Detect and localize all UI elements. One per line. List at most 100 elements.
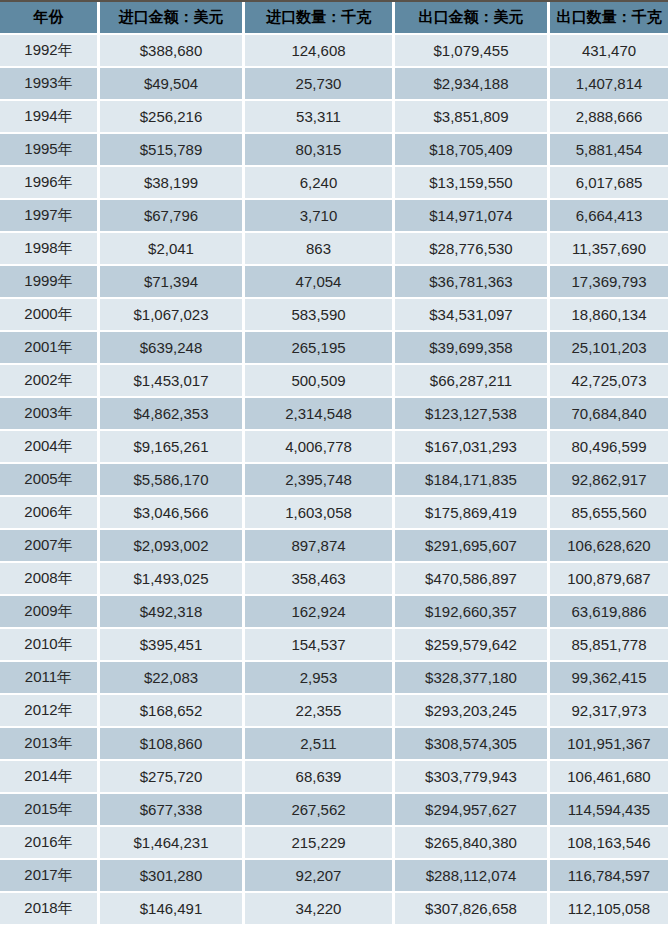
year-cell: 2015年 [0,794,100,827]
table-cell: $36,781,363 [395,266,550,299]
table-cell: $49,504 [100,68,245,101]
table-cell: $395,451 [100,629,245,662]
year-cell: 2012年 [0,695,100,728]
table-row: 1993年$49,50425,730$2,934,1881,407,814 [0,68,668,101]
year-cell: 2000年 [0,299,100,332]
table-cell: $192,660,357 [395,596,550,629]
table-cell: 863 [245,233,395,266]
trade-data-table: 年份进口金额：美元进口数量：千克出口金额：美元出口数量：千克 1992年$388… [0,2,668,925]
table-cell: 108,163,546 [550,827,668,860]
table-cell: 68,639 [245,761,395,794]
table-cell: 6,664,413 [550,200,668,233]
year-cell: 2004年 [0,431,100,464]
table-row: 2011年$22,0832,953$328,377,18099,362,415 [0,662,668,695]
table-cell: $66,287,211 [395,365,550,398]
year-cell: 1997年 [0,200,100,233]
table-cell: 583,590 [245,299,395,332]
table-cell: 6,240 [245,167,395,200]
table-cell: 34,220 [245,893,395,925]
table-row: 1998年$2,041863$28,776,53011,357,690 [0,233,668,266]
table-cell: $308,574,305 [395,728,550,761]
year-cell: 2013年 [0,728,100,761]
table-cell: $1,493,025 [100,563,245,596]
table-cell: $39,699,358 [395,332,550,365]
column-header-2: 进口数量：千克 [245,2,395,35]
table-cell: $5,586,170 [100,464,245,497]
table-cell: $470,586,897 [395,563,550,596]
table-row: 2017年$301,28092,207$288,112,074116,784,5… [0,860,668,893]
table-cell: $291,695,607 [395,530,550,563]
table-row: 2008年$1,493,025358,463$470,586,897100,87… [0,563,668,596]
table-row: 2014年$275,72068,639$303,779,943106,461,6… [0,761,668,794]
table-cell: $307,826,658 [395,893,550,925]
year-cell: 1996年 [0,167,100,200]
table-cell: 106,461,680 [550,761,668,794]
table-row: 2012年$168,65222,355$293,203,24592,317,97… [0,695,668,728]
table-cell: $2,041 [100,233,245,266]
table-cell: $265,840,380 [395,827,550,860]
table-cell: $1,464,231 [100,827,245,860]
table-cell: $14,971,074 [395,200,550,233]
table-cell: 100,879,687 [550,563,668,596]
table-cell: 2,953 [245,662,395,695]
table-row: 1995年$515,78980,315$18,705,4095,881,454 [0,134,668,167]
year-cell: 1999年 [0,266,100,299]
table-cell: $71,394 [100,266,245,299]
table-cell: 114,594,435 [550,794,668,827]
table-cell: 897,874 [245,530,395,563]
table-row: 2015年$677,338267,562$294,957,627114,594,… [0,794,668,827]
table-row: 1997年$67,7963,710$14,971,0746,664,413 [0,200,668,233]
year-cell: 2018年 [0,893,100,925]
table-cell: 22,355 [245,695,395,728]
table-cell: 53,311 [245,101,395,134]
table-cell: 215,229 [245,827,395,860]
table-cell: 85,851,778 [550,629,668,662]
table-cell: 11,357,690 [550,233,668,266]
column-header-4: 出口数量：千克 [550,2,668,35]
table-row: 2007年$2,093,002897,874$291,695,607106,62… [0,530,668,563]
table-cell: 92,207 [245,860,395,893]
table-cell: $388,680 [100,35,245,68]
table-cell: 17,369,793 [550,266,668,299]
table-cell: $1,453,017 [100,365,245,398]
table-cell: 112,105,058 [550,893,668,925]
year-cell: 2008年 [0,563,100,596]
year-cell: 2014年 [0,761,100,794]
table-row: 2018年$146,49134,220$307,826,658112,105,0… [0,893,668,925]
table-cell: $9,165,261 [100,431,245,464]
table-cell: 2,888,666 [550,101,668,134]
table-cell: 2,511 [245,728,395,761]
year-cell: 1994年 [0,101,100,134]
table-row: 2002年$1,453,017500,509$66,287,21142,725,… [0,365,668,398]
table-row: 2010年$395,451154,537$259,579,64285,851,7… [0,629,668,662]
table-row: 2013年$108,8602,511$308,574,305101,951,36… [0,728,668,761]
table-header: 年份进口金额：美元进口数量：千克出口金额：美元出口数量：千克 [0,2,668,35]
year-cell: 2005年 [0,464,100,497]
table-row: 2000年$1,067,023583,590$34,531,09718,860,… [0,299,668,332]
year-cell: 1998年 [0,233,100,266]
table-cell: 358,463 [245,563,395,596]
table-cell: 18,860,134 [550,299,668,332]
table-body: 1992年$388,680124,608$1,079,455431,470199… [0,35,668,925]
table-row: 2001年$639,248265,195$39,699,35825,101,20… [0,332,668,365]
table-cell: $301,280 [100,860,245,893]
year-cell: 1995年 [0,134,100,167]
year-cell: 2011年 [0,662,100,695]
year-cell: 2007年 [0,530,100,563]
table-cell: $184,171,835 [395,464,550,497]
table-cell: $1,067,023 [100,299,245,332]
column-header-3: 出口金额：美元 [395,2,550,35]
table-cell: $4,862,353 [100,398,245,431]
header-row: 年份进口金额：美元进口数量：千克出口金额：美元出口数量：千克 [0,2,668,35]
table-cell: 1,407,814 [550,68,668,101]
year-cell: 2010年 [0,629,100,662]
column-header-1: 进口金额：美元 [100,2,245,35]
table-cell: 2,314,548 [245,398,395,431]
year-cell: 2003年 [0,398,100,431]
year-cell: 2017年 [0,860,100,893]
table-cell: $167,031,293 [395,431,550,464]
table-row: 2003年$4,862,3532,314,548$123,127,53870,6… [0,398,668,431]
year-cell: 2009年 [0,596,100,629]
table-cell: 92,862,917 [550,464,668,497]
table-row: 1992年$388,680124,608$1,079,455431,470 [0,35,668,68]
